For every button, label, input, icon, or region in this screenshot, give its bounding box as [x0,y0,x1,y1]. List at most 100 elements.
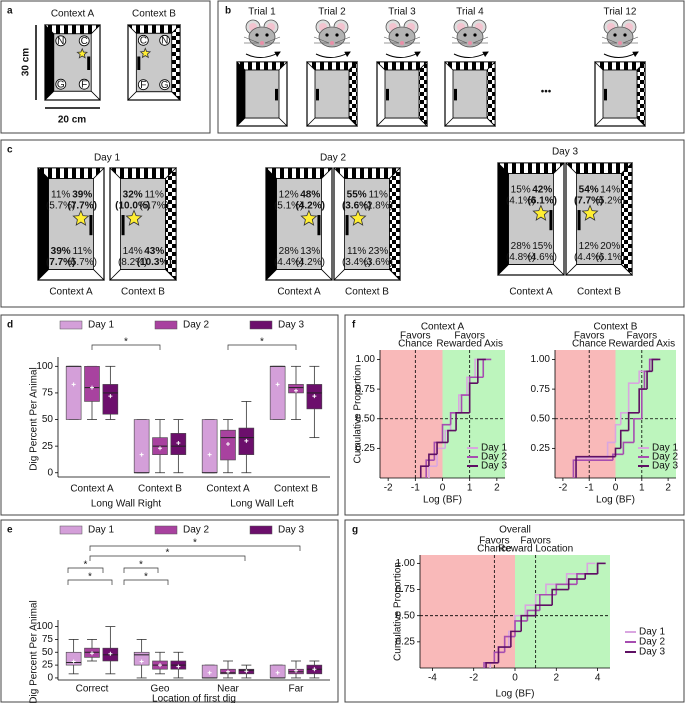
arena-cue [316,88,319,101]
arena-cue [386,88,389,101]
quadrant-percent: 13% [300,246,320,257]
context-label: Context A [51,9,95,20]
panel-frame [0,139,685,308]
arena-wall-black [38,168,49,280]
quadrant-percent: 28% [511,241,531,252]
region-label: Reward Location [498,544,573,555]
region-label: Favors [454,331,485,342]
cdf-step [534,604,553,616]
quadrant-percent: 11% [51,190,70,201]
arena-wall-black [237,62,245,126]
arena-wall-top [44,24,101,35]
arena-floor [344,178,390,270]
significance-bracket [89,555,246,561]
group-label: Long Wall Left [230,499,294,510]
quadrant-error: (4.2%) [295,257,324,268]
x-tick-label: Far [289,684,305,695]
significance-star: * [139,560,143,571]
corner-marker [159,34,171,46]
quadrant-error: (3.6%) [342,201,371,212]
mean-marker [312,394,317,399]
cdf-step [419,465,429,478]
quadrant-error: (7.7%) [67,201,96,212]
cdf-step [447,429,457,443]
cdf-step [441,423,451,443]
corner-marker [137,34,149,46]
corner-marker [78,78,90,90]
panel-label: f [352,320,356,331]
day-label: Day 3 [552,147,579,158]
cdf-step [460,394,470,413]
legend-label: Day 3 [278,525,305,536]
quadrant-error: (4.6%) [527,252,556,263]
x-tick-label: 2 [554,673,560,684]
quadrant-percent: 14% [123,246,143,257]
arena-floor [602,69,638,119]
mean-marker [294,668,298,673]
scale-width: 20 cm [58,115,86,126]
arrow [385,51,421,58]
quadrant-error: (6.1%) [595,252,624,263]
corner-letter: G [161,80,169,91]
x-tick-label: 1 [639,483,645,494]
x-axis-label: Log (BF) [423,495,462,506]
cdf-step [627,412,640,431]
arrow [315,51,351,58]
star [300,209,318,226]
mean-marker [226,669,230,674]
quadrant-percent: 15% [532,241,552,252]
arena-wall-top [265,167,333,179]
mean-marker [207,452,212,457]
x-tick-label: 0 [512,673,518,684]
y-tick-label: 75 [42,634,54,645]
mouse-whisker [451,36,468,44]
mouse-nose [468,41,472,45]
significance-star: * [88,572,92,583]
x-tick-label: Context B [274,484,318,495]
cdf-step [551,588,569,606]
mouse-whisker [264,36,281,44]
region-label: Chance [477,544,512,555]
mean-marker [244,669,249,674]
star [125,209,143,226]
legend-label: Day 2 [183,320,210,331]
significance-bracket [91,344,161,350]
cdf-step [455,412,470,431]
trial-label: Trial 2 [318,7,346,18]
box [269,366,286,420]
arena-wall-top [236,61,288,71]
panel-label: d [7,320,13,331]
star [72,209,90,226]
arena-cue [317,215,321,236]
x-tick-label: -2 [558,483,567,494]
y-tick-label: 1.00 [356,354,376,365]
quadrant-percent: 39% [51,246,71,257]
x-tick-label: -1 [585,483,594,494]
corner-letter: F [81,79,87,90]
y-tick-label: 0.50 [356,413,376,424]
quadrant-error: (4.4%) [574,252,603,263]
region-label: Rewarded Axis [608,339,675,350]
legend-label: Day 3 [652,461,679,472]
cdf-step [638,388,648,413]
day-label: Day 1 [94,153,121,164]
corner-marker [137,79,149,91]
cdf-step [619,429,629,449]
arrow [603,51,639,58]
group-label: Long Wall Right [91,499,161,510]
y-tick-label: 25 [42,441,54,452]
y-tick-label: 0.75 [531,384,551,395]
arena-wall-top [497,162,565,174]
cdf-step [485,661,499,668]
x-tick-label: -2 [469,673,478,684]
x-tick-label: Context B [138,484,182,495]
y-axis-label: Cumulative Proportion [393,562,404,661]
panel-frame [0,314,339,516]
arena-wall-checker [348,61,358,127]
cdf-step [477,358,486,384]
trial-label: Trial 4 [456,7,484,18]
y-tick-label: 1.00 [396,558,416,569]
panel-label: e [7,525,13,536]
y-axis-label: Cumulative Proportion [353,365,364,464]
cdf-step [436,441,448,455]
